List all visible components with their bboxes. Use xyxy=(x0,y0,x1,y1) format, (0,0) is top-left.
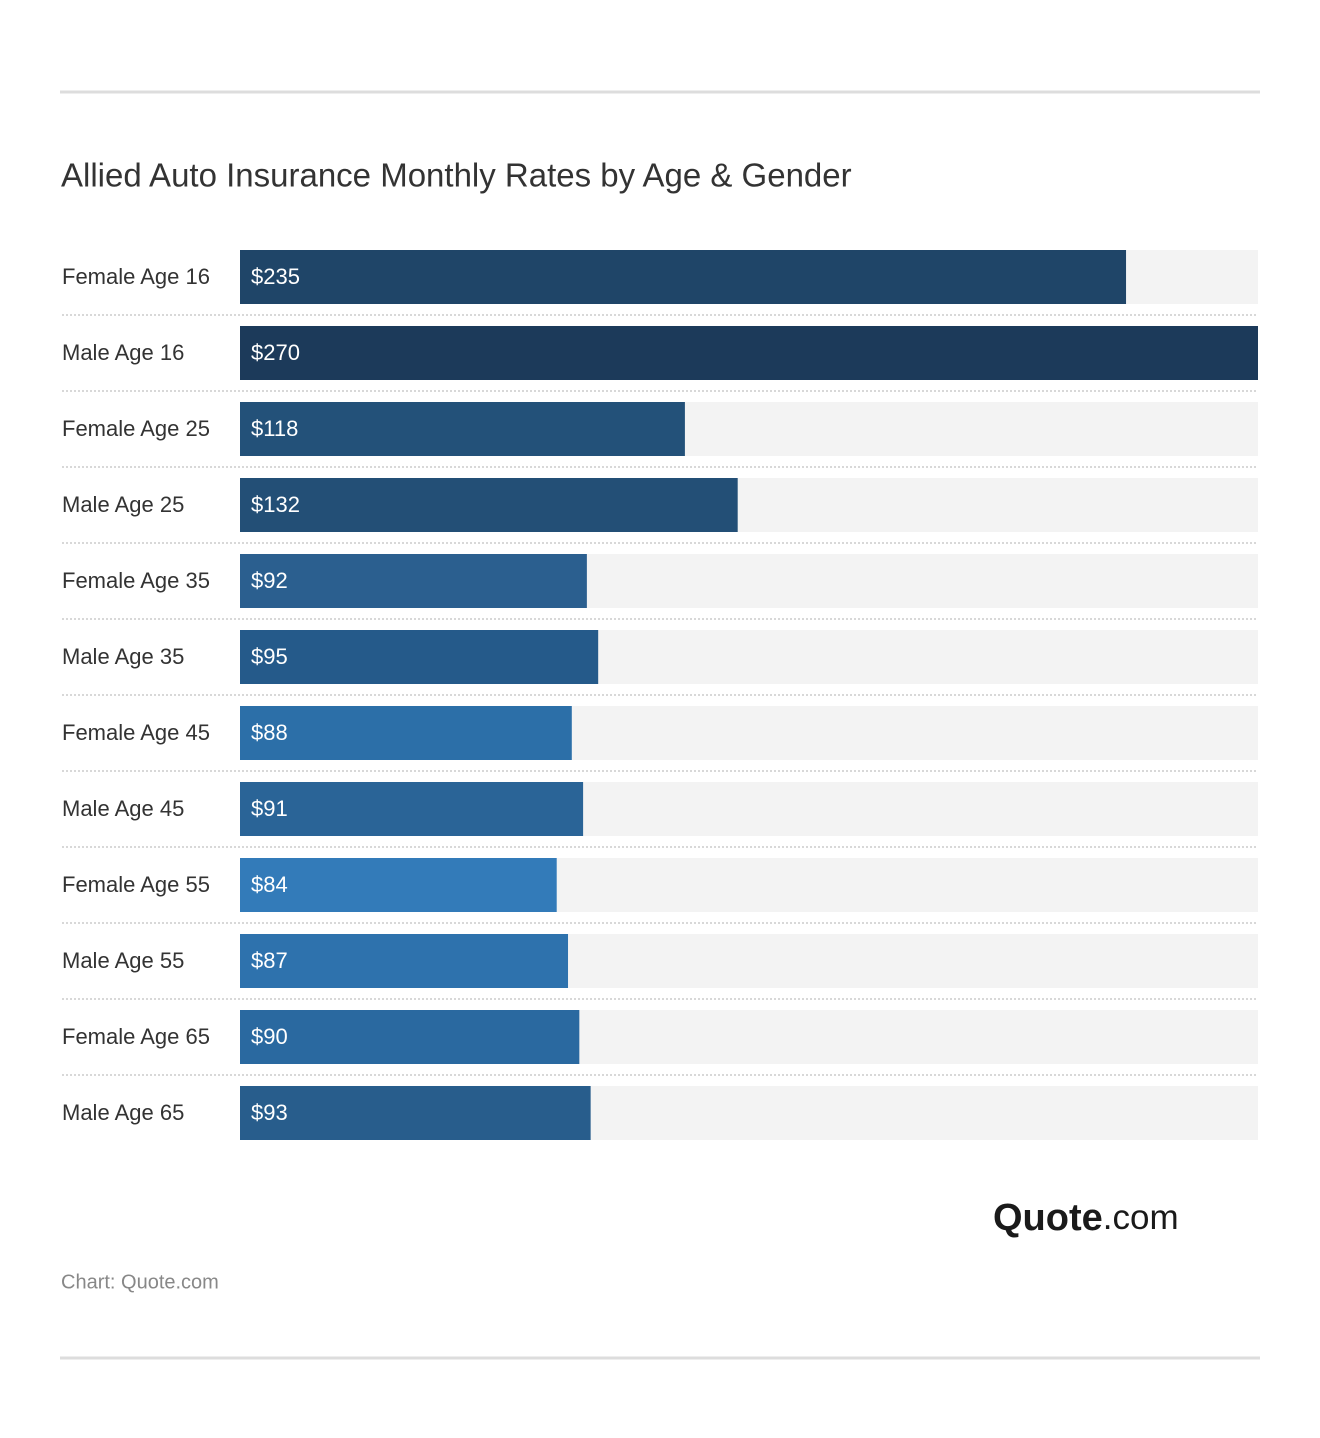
bar xyxy=(240,934,569,988)
category-label: Female Age 16 xyxy=(62,264,210,289)
value-label: $270 xyxy=(251,340,300,365)
category-label: Male Age 65 xyxy=(62,1100,184,1125)
value-label: $95 xyxy=(251,644,288,669)
bar xyxy=(240,478,738,532)
value-label: $90 xyxy=(251,1024,288,1049)
logo-suffix: .com xyxy=(1103,1198,1179,1237)
category-label: Female Age 35 xyxy=(62,568,210,593)
bar xyxy=(240,402,685,456)
value-label: $91 xyxy=(251,796,288,821)
category-label: Male Age 55 xyxy=(62,948,184,973)
bar xyxy=(240,326,1258,380)
value-label: $235 xyxy=(251,264,300,289)
bar xyxy=(240,782,584,836)
bar xyxy=(240,250,1127,304)
category-label: Male Age 45 xyxy=(62,796,184,821)
category-label: Female Age 55 xyxy=(62,872,210,897)
bar xyxy=(240,554,587,608)
category-label: Male Age 16 xyxy=(62,340,184,365)
logo-name: Quote xyxy=(993,1197,1103,1239)
logo: Quote.com xyxy=(993,1197,1179,1239)
chart-title: Allied Auto Insurance Monthly Rates by A… xyxy=(61,157,852,194)
category-label: Female Age 25 xyxy=(62,416,210,441)
value-label: $118 xyxy=(251,416,298,441)
category-label: Female Age 45 xyxy=(62,720,210,745)
value-label: $132 xyxy=(251,492,300,517)
value-label: $87 xyxy=(251,948,288,973)
bar xyxy=(240,858,557,912)
bar xyxy=(240,1010,580,1064)
category-label: Male Age 25 xyxy=(62,492,184,517)
value-label: $84 xyxy=(251,872,288,897)
value-label: $93 xyxy=(251,1100,288,1125)
bar xyxy=(240,630,599,684)
source: Chart: Quote.com xyxy=(61,1271,219,1293)
category-label: Female Age 65 xyxy=(62,1024,210,1049)
value-label: $92 xyxy=(251,568,288,593)
value-label: $88 xyxy=(251,720,288,745)
bar xyxy=(240,706,572,760)
category-label: Male Age 35 xyxy=(62,644,184,669)
bar xyxy=(240,1086,591,1140)
